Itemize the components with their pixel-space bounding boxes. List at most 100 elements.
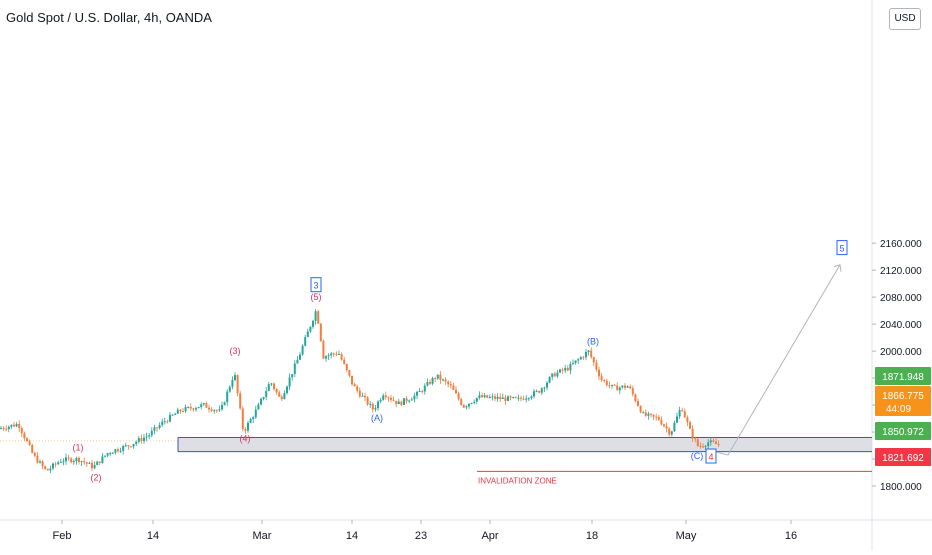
price-tag	[875, 386, 931, 416]
candle-body	[507, 396, 509, 401]
candle-body	[114, 449, 117, 453]
candle-body	[296, 359, 299, 364]
candle-body	[707, 442, 710, 447]
candle-body	[117, 449, 119, 452]
candle-body	[561, 369, 564, 371]
candle-body	[717, 444, 720, 446]
candle-body	[148, 435, 151, 437]
candle-body	[122, 445, 125, 451]
price-tag-value: 1821.692	[882, 453, 924, 464]
candle-body	[647, 413, 650, 416]
wave-label-red: (5)	[311, 292, 322, 302]
candle-body	[44, 466, 47, 469]
candle-body	[192, 408, 195, 410]
candle-body	[348, 370, 351, 376]
invalidation-label: INVALIDATION ZONE	[478, 476, 557, 485]
candle-body	[566, 367, 569, 371]
candle-body	[351, 375, 353, 385]
candle-body	[517, 397, 520, 399]
candle-body	[569, 363, 572, 371]
candle-body	[257, 404, 260, 410]
candle-body	[252, 417, 255, 420]
candle-body	[712, 440, 715, 442]
candle-body	[546, 382, 548, 388]
candle-body	[455, 389, 457, 394]
candle-body	[390, 397, 392, 400]
candle-body	[215, 410, 218, 412]
candle-body	[408, 400, 411, 402]
candle-body	[702, 446, 704, 448]
candle-body	[39, 461, 41, 463]
candle-body	[657, 417, 660, 420]
candle-body	[163, 421, 166, 423]
x-tick-label: Feb	[53, 530, 72, 542]
candle-body	[28, 441, 31, 445]
candle-body	[187, 406, 190, 408]
candle-body	[156, 427, 158, 429]
wave-box-label: 4	[708, 452, 713, 462]
candle-body	[288, 377, 291, 387]
candle-body	[387, 397, 390, 399]
candle-body	[590, 350, 593, 358]
currency-button[interactable]: USD	[889, 8, 921, 30]
candle-body	[80, 461, 83, 463]
candle-body	[447, 381, 450, 385]
candle-body	[426, 382, 429, 386]
candle-body	[629, 386, 632, 389]
wave-label-blue: (C)	[691, 451, 704, 461]
candle-body	[556, 372, 559, 377]
candle-body	[540, 388, 543, 393]
candle-body	[543, 387, 546, 389]
candle-body	[436, 374, 439, 379]
candle-body	[418, 391, 421, 393]
candle-body	[538, 390, 541, 393]
candle-body	[322, 340, 325, 359]
candle-body	[382, 395, 385, 400]
candle-body	[470, 402, 473, 404]
candle-body	[377, 401, 379, 409]
candle-body	[83, 461, 86, 463]
y-tick-label: 2120.000	[880, 266, 922, 277]
candle-body	[634, 394, 637, 402]
candle-body	[265, 391, 268, 397]
candle-body	[72, 460, 75, 463]
candle-body	[332, 353, 335, 355]
chart-title: Gold Spot / U.S. Dollar, 4h, OANDA	[6, 10, 212, 25]
candle-body	[660, 419, 663, 425]
candle-body	[221, 404, 223, 410]
price-tag-value: 1866.775	[882, 391, 924, 402]
candle-body	[423, 385, 426, 392]
candle-body	[652, 414, 655, 417]
candle-body	[226, 391, 229, 403]
wave-box	[836, 240, 848, 256]
candle-body	[605, 380, 608, 386]
candle-body	[444, 379, 447, 382]
candle-body	[533, 391, 535, 397]
candle-body	[182, 411, 184, 413]
candle-body	[603, 380, 606, 382]
candle-body	[559, 369, 561, 373]
candle-body	[109, 453, 112, 455]
candle-body	[202, 403, 205, 405]
candle-body	[260, 398, 262, 405]
candle-body	[0, 428, 2, 430]
y-tick-label: 2000.000	[880, 347, 922, 358]
candle-body	[527, 398, 530, 400]
candle-body	[317, 311, 320, 324]
candle-body	[205, 403, 208, 408]
candle-body	[574, 360, 577, 364]
candle-body	[644, 412, 647, 416]
candle-body	[494, 396, 496, 399]
candle-body	[696, 439, 699, 446]
candle-body	[291, 374, 294, 378]
candle-body	[335, 353, 338, 355]
candle-body	[600, 376, 603, 381]
candle-body	[553, 373, 556, 377]
candle-body	[111, 452, 114, 454]
candle-body	[548, 376, 551, 383]
candle-body	[374, 408, 377, 410]
candle-body	[449, 384, 452, 386]
candle-body	[52, 463, 54, 469]
candle-body	[239, 393, 242, 409]
candle-body	[7, 426, 10, 430]
